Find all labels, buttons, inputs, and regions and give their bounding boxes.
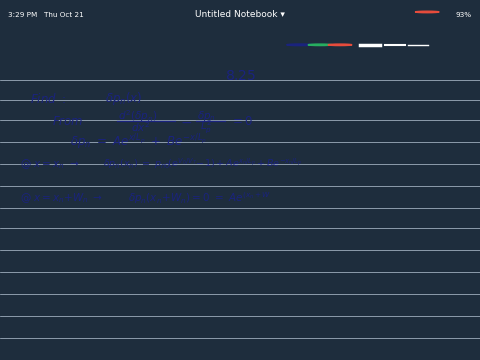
Text: $@\ x{=}x_n\ \rightarrow$: $@\ x{=}x_n\ \rightarrow$ [20,157,79,171]
Text: $\delta p_n(x)$: $\delta p_n(x)$ [105,90,143,107]
Circle shape [308,44,332,46]
Text: 3:29 PM   Thu Oct 21: 3:29 PM Thu Oct 21 [8,12,84,18]
Text: $dx^2$: $dx^2$ [131,120,150,134]
Text: $\delta p_n(x_n\!+\!W_n){=}0\ =\ Ae^{(x_n+W}$: $\delta p_n(x_n\!+\!W_n){=}0\ =\ Ae^{(x_… [128,190,271,206]
Text: $\delta p_n\ =\ Ae^{x/L_p}\ +\ Be^{-x/L_p}$: $\delta p_n\ =\ Ae^{x/L_p}\ +\ Be^{-x/L_… [70,132,207,152]
Text: $From$: $From$ [52,115,84,128]
Text: $8.25$: $8.25$ [225,69,255,83]
Text: $\delta p_n(x_n)\ =\ p_{n0}\!\left(e^{V_0/V_T}\!-\!1\right)+Ae^{x_n/L_p}+Be^{-x_: $\delta p_n(x_n)\ =\ p_{n0}\!\left(e^{V_… [103,157,302,171]
Text: $-$: $-$ [180,115,192,129]
Text: $L_p^2$: $L_p^2$ [200,118,212,135]
Text: 93%: 93% [456,12,472,18]
Text: $@\ x{=}x_n{+}W_n\ \rightarrow$: $@\ x{=}x_n{+}W_n\ \rightarrow$ [20,191,103,205]
Circle shape [415,11,439,13]
Text: Untitled Notebook ▾: Untitled Notebook ▾ [195,10,285,19]
Text: $d^2(\delta p_n)$: $d^2(\delta p_n)$ [118,108,157,124]
Text: $Find\ :$: $Find\ :$ [30,92,66,106]
Circle shape [287,44,313,46]
Text: $= 0$: $= 0$ [230,115,253,128]
Text: $\delta p_n$: $\delta p_n$ [197,109,216,123]
Circle shape [328,44,352,46]
